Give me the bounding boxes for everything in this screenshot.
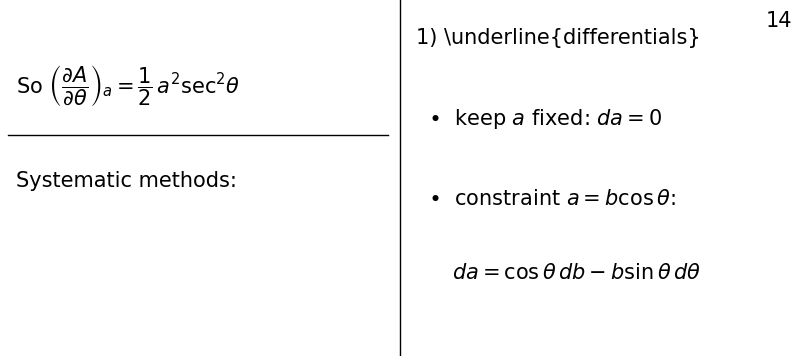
Text: 14: 14 bbox=[766, 11, 792, 31]
Text: So $\left(\dfrac{\partial A}{\partial \theta}\right)_{a} = \dfrac{1}{2}\, a^2 \s: So $\left(\dfrac{\partial A}{\partial \t… bbox=[16, 64, 240, 108]
Text: Systematic methods:: Systematic methods: bbox=[16, 171, 237, 191]
Text: $\bullet$  constraint $a = b\cos\theta$:: $\bullet$ constraint $a = b\cos\theta$: bbox=[428, 189, 676, 209]
Text: 1) \underline{differentials}: 1) \underline{differentials} bbox=[416, 28, 701, 48]
Text: $\bullet$  keep $a$ fixed: $da = 0$: $\bullet$ keep $a$ fixed: $da = 0$ bbox=[428, 107, 662, 131]
Text: $da = \cos\theta\, db - b\sin\theta\, d\theta$: $da = \cos\theta\, db - b\sin\theta\, d\… bbox=[452, 263, 701, 283]
